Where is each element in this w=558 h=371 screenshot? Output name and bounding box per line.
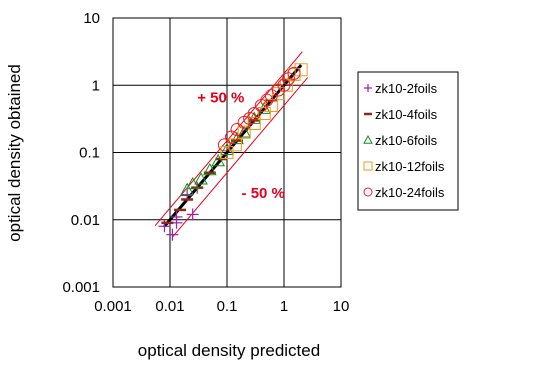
legend-label: zk10-4foils bbox=[375, 107, 438, 122]
x-tick-label: 1 bbox=[280, 298, 288, 315]
annotation-label: - 50 % bbox=[242, 185, 285, 202]
data-point-zk10-24foils bbox=[247, 107, 261, 121]
legend: zk10-2foils zk10-4foils zk10-6foils zk10-12… bbox=[357, 71, 459, 211]
reference-line-50 bbox=[154, 51, 303, 226]
data-point-zk10-12foils bbox=[228, 138, 242, 152]
legend-label: zk10-6foils bbox=[375, 133, 438, 148]
y-tick-label: 10 bbox=[83, 10, 100, 27]
data-point-zk10-6foils bbox=[194, 172, 208, 185]
legend-label: zk10-2foils bbox=[375, 81, 438, 96]
legend-marker bbox=[363, 134, 373, 144]
tick-labels: 0.001 0.01 0.1 1 10 0.001 0.01 0.1 1 10 bbox=[62, 10, 349, 315]
data-point-zk10-6foils bbox=[220, 142, 234, 156]
data-point-zk10-2foils bbox=[170, 210, 183, 223]
y-tick-label: 0.001 bbox=[62, 279, 100, 296]
data-point-zk10-24foils bbox=[260, 93, 274, 107]
data-point-zk10-12foils bbox=[220, 146, 234, 159]
legend-label: zk10-24foils bbox=[375, 185, 445, 200]
data-point-zk10-12foils bbox=[257, 107, 271, 121]
data-point-zk10-6foils bbox=[202, 162, 217, 176]
x-tick-label: 10 bbox=[333, 298, 350, 315]
data-point-zk10-2foils bbox=[186, 208, 199, 221]
legend-box bbox=[357, 71, 459, 211]
reference-line-50 bbox=[171, 77, 309, 238]
y-tick-label: 0.01 bbox=[71, 212, 100, 229]
x-axis-title: optical density predicted bbox=[138, 341, 320, 360]
plot-frame bbox=[112, 17, 342, 288]
y-tick-label: 0.1 bbox=[79, 145, 100, 162]
data-point-zk10-12foils bbox=[237, 125, 251, 139]
data-point-zk10-24foils bbox=[277, 78, 291, 92]
data-point-zk10-2foils bbox=[166, 228, 179, 241]
legend-marker bbox=[363, 161, 373, 171]
data-point-zk10-24foils bbox=[230, 122, 244, 136]
x-tick-label: 0.001 bbox=[94, 298, 132, 315]
annotations: + 50 % - 50 % bbox=[197, 90, 285, 202]
data-point-zk10-12foils bbox=[247, 116, 261, 130]
data-point-zk10-24foils bbox=[243, 112, 257, 126]
y-tick-label: 1 bbox=[92, 77, 100, 94]
legend-marker bbox=[364, 84, 372, 92]
y-axis-title: optical density obtained bbox=[5, 64, 24, 242]
grid bbox=[112, 17, 342, 288]
x-tick-label: 0.01 bbox=[155, 298, 184, 315]
data-points bbox=[158, 63, 308, 241]
data-point-zk10-24foils bbox=[287, 66, 301, 80]
data-point-zk10-6foils bbox=[211, 153, 226, 167]
x-tick-label: 0.1 bbox=[217, 298, 238, 315]
annotation-label: + 50 % bbox=[197, 90, 244, 107]
data-point-zk10-12foils bbox=[294, 63, 308, 77]
data-point-zk10-6foils bbox=[237, 125, 252, 138]
legend-marker bbox=[363, 187, 373, 197]
data-point-zk10-24foils bbox=[217, 138, 231, 152]
legend-label: zk10-12foils bbox=[375, 159, 445, 174]
